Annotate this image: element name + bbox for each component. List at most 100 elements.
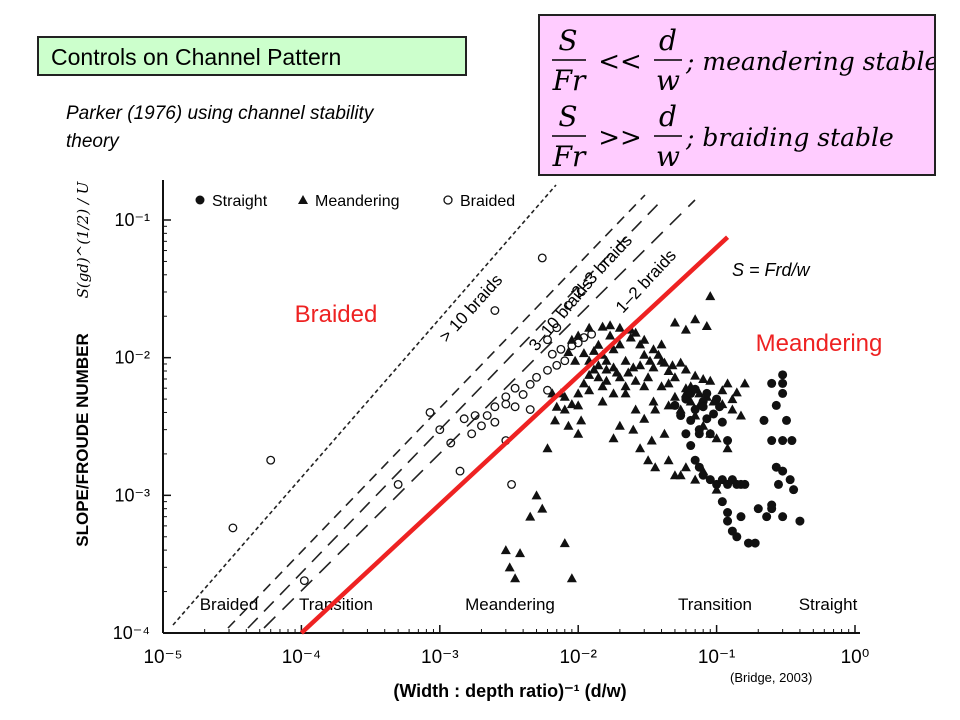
meandering-point <box>680 324 691 334</box>
braided-point <box>543 365 552 375</box>
meandering-point <box>614 420 625 430</box>
straight-point <box>705 429 715 439</box>
meandering-point <box>563 420 574 430</box>
meandering-point <box>669 317 680 327</box>
straight-point <box>715 402 725 412</box>
straight-point <box>723 516 733 526</box>
meandering-point <box>663 455 674 465</box>
legend-label: Meandering <box>315 193 400 210</box>
meandering-point <box>628 424 639 434</box>
meandering-point <box>614 339 625 349</box>
formula-condition: ; braiding stable <box>685 123 894 152</box>
meandering-point <box>563 346 574 356</box>
zone-label: Transition <box>678 595 752 614</box>
straight-point <box>795 516 805 526</box>
meandering-point <box>731 387 742 397</box>
x-tick-label: 10⁻³ <box>421 647 459 668</box>
boundary-line <box>227 194 646 629</box>
x-tick-label: 10⁻⁵ <box>143 647 182 668</box>
braided-point <box>425 407 435 417</box>
meandering-point <box>690 314 701 324</box>
meandering-point <box>680 462 691 472</box>
meandering-point <box>648 344 659 354</box>
meandering-point <box>680 364 691 374</box>
zone-label: Meandering <box>465 595 555 614</box>
meandering-point <box>510 573 521 583</box>
meandering-point <box>611 367 622 377</box>
formula-condition: ; meandering stable <box>685 47 934 76</box>
meandering-point <box>566 573 577 583</box>
meandering-point <box>601 375 612 385</box>
slide-title: Controls on Channel Pattern <box>51 44 342 70</box>
braided-point <box>470 411 480 420</box>
straight-point <box>743 538 753 548</box>
meandering-point <box>711 484 722 494</box>
meandering-point <box>653 349 664 359</box>
meandering-point <box>690 474 701 484</box>
meandering-point <box>620 381 631 391</box>
braided-point <box>501 392 511 402</box>
meandering-point <box>650 404 661 414</box>
meandering-point <box>573 388 584 398</box>
straight-point <box>705 475 715 485</box>
meandering-point <box>669 372 680 382</box>
straight-point <box>740 479 750 489</box>
source-citation: (Bridge, 2003) <box>730 670 813 685</box>
meandering-point <box>739 378 750 388</box>
slide-subtitle: Parker (1976) using channel stability th… <box>66 103 374 152</box>
straight-point <box>690 405 700 415</box>
meandering-point <box>593 360 604 370</box>
meandering-point <box>608 362 619 372</box>
y-axis-title-group: SLOPE/FROUDE NUMBER <box>73 333 92 546</box>
x-tick-label: 10⁰ <box>841 647 870 668</box>
braided-point <box>543 335 552 345</box>
meandering-point <box>620 355 631 365</box>
straight-point <box>717 417 727 427</box>
chart-legend: Straight Meandering Braided <box>195 193 515 210</box>
meandering-point <box>643 455 654 465</box>
braided-point <box>455 466 465 476</box>
meandering-point <box>500 545 511 555</box>
meandering-point <box>735 410 746 420</box>
formula-operator: >> <box>598 123 642 153</box>
braided-point <box>552 360 562 370</box>
legend-label: Braided <box>460 193 515 210</box>
braided-point <box>482 411 492 420</box>
meandering-point <box>608 388 619 398</box>
y-tick-label: 10⁻³ <box>114 485 150 505</box>
straight-point <box>753 504 763 514</box>
meandering-point <box>630 375 641 385</box>
meandering-point <box>597 381 608 391</box>
x-tick-label: 10⁻¹ <box>698 647 736 668</box>
formula-box: S Fr << d w; meandering stable S Fr >> d w; braid… <box>538 14 939 176</box>
meandering-point <box>659 428 670 438</box>
braided-point <box>560 356 570 366</box>
straight-point <box>698 470 708 480</box>
formula-lhs-denominator: Fr <box>552 64 587 97</box>
meandering-point <box>542 443 553 453</box>
region-label-braided: Braided <box>295 301 378 328</box>
meandering-point <box>675 404 686 414</box>
straight-point <box>773 479 783 489</box>
meandering-point <box>727 404 738 414</box>
braided-point <box>446 438 456 448</box>
meandering-point <box>711 433 722 443</box>
straight-point <box>787 436 797 446</box>
meandering-point <box>550 415 561 425</box>
braided-point <box>393 479 403 489</box>
meandering-point <box>656 339 667 349</box>
boundary-line <box>172 184 557 626</box>
meandering-point <box>578 378 589 388</box>
straight-point <box>670 400 680 410</box>
meandering-point <box>630 404 641 414</box>
legend-marker-open-circle <box>443 195 453 205</box>
braided-point <box>518 390 528 399</box>
straight-point <box>712 394 722 404</box>
meandering-point <box>620 388 631 398</box>
braided-point <box>525 405 535 414</box>
zone-label: Braided <box>200 595 259 614</box>
formula-rhs-denominator: w <box>656 140 680 173</box>
meandering-point <box>646 435 657 445</box>
meandering-point <box>566 399 577 409</box>
